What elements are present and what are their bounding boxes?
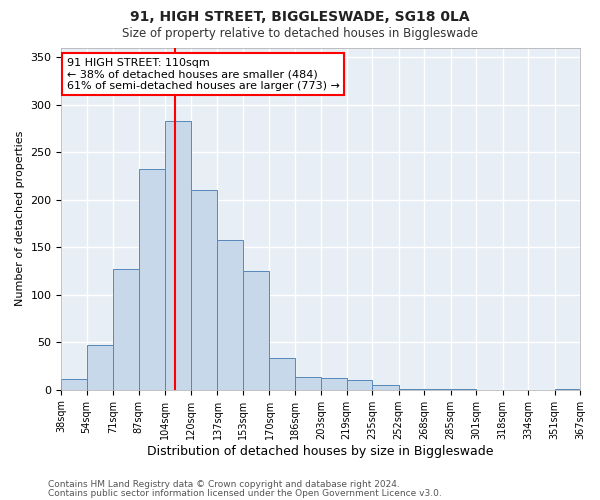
Bar (372, 385, 399, 390)
Bar (295, 378, 322, 390)
Text: Contains HM Land Registry data © Crown copyright and database right 2024.: Contains HM Land Registry data © Crown c… (48, 480, 400, 489)
Bar (113, 269, 139, 390)
X-axis label: Distribution of detached houses by size in Biggleswade: Distribution of detached houses by size … (148, 444, 494, 458)
Bar (555, 389, 580, 390)
Text: 91, HIGH STREET, BIGGLESWADE, SG18 0LA: 91, HIGH STREET, BIGGLESWADE, SG18 0LA (130, 10, 470, 24)
Bar (424, 389, 451, 390)
Bar (86, 345, 113, 390)
Bar (139, 169, 166, 390)
Bar (399, 389, 424, 390)
Bar (242, 271, 269, 390)
Bar (166, 120, 191, 390)
Bar (347, 380, 372, 390)
Bar (451, 389, 476, 390)
Bar (322, 378, 347, 390)
Bar (191, 190, 217, 390)
Bar (217, 240, 242, 390)
Bar (269, 358, 295, 390)
Text: 91 HIGH STREET: 110sqm
← 38% of detached houses are smaller (484)
61% of semi-de: 91 HIGH STREET: 110sqm ← 38% of detached… (67, 58, 340, 91)
Text: Contains public sector information licensed under the Open Government Licence v3: Contains public sector information licen… (48, 488, 442, 498)
Text: Size of property relative to detached houses in Biggleswade: Size of property relative to detached ho… (122, 28, 478, 40)
Y-axis label: Number of detached properties: Number of detached properties (15, 131, 25, 306)
Bar (61, 380, 86, 390)
